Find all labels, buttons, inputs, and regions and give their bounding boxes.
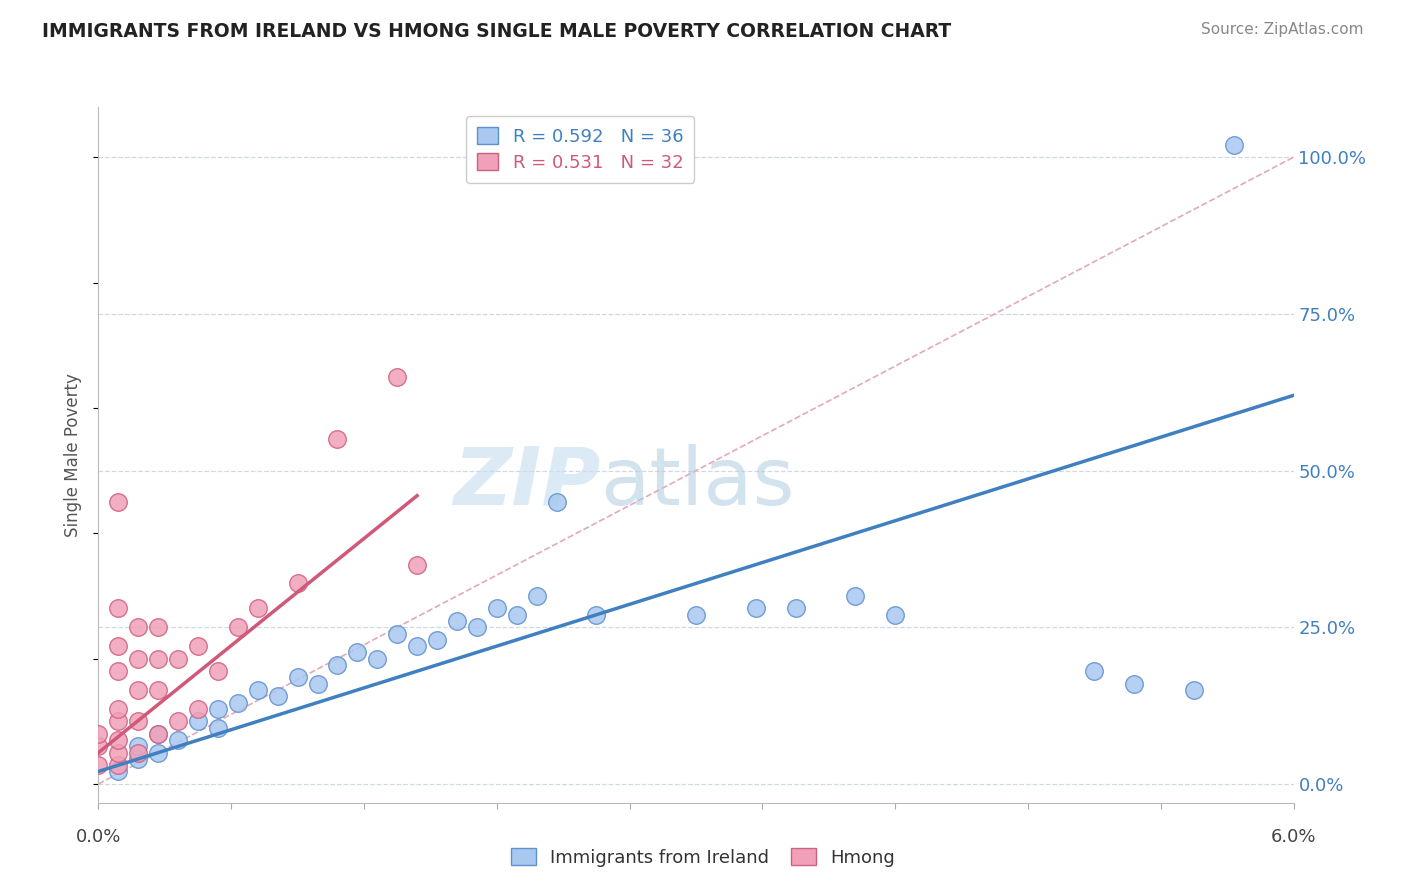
Point xyxy=(307,676,329,690)
Point xyxy=(287,576,309,591)
Point xyxy=(127,651,149,665)
Point xyxy=(127,739,149,754)
Point xyxy=(426,632,449,647)
Point xyxy=(485,601,508,615)
Point xyxy=(745,601,768,615)
Point xyxy=(148,620,170,634)
Point xyxy=(207,702,229,716)
Point xyxy=(127,620,149,634)
Point xyxy=(1123,676,1146,690)
Point xyxy=(107,495,129,509)
Point xyxy=(267,690,290,704)
Point xyxy=(585,607,607,622)
Point xyxy=(148,746,170,760)
Point xyxy=(526,589,548,603)
Legend: R = 0.592   N = 36, R = 0.531   N = 32: R = 0.592 N = 36, R = 0.531 N = 32 xyxy=(465,116,695,183)
Text: IMMIGRANTS FROM IRELAND VS HMONG SINGLE MALE POVERTY CORRELATION CHART: IMMIGRANTS FROM IRELAND VS HMONG SINGLE … xyxy=(42,22,952,41)
Point xyxy=(107,702,129,716)
Point xyxy=(1223,137,1246,152)
Point xyxy=(107,758,129,772)
Point xyxy=(167,733,190,747)
Point xyxy=(187,639,209,653)
Point xyxy=(187,714,209,729)
Point xyxy=(148,727,170,741)
Text: Source: ZipAtlas.com: Source: ZipAtlas.com xyxy=(1201,22,1364,37)
Point xyxy=(884,607,907,622)
Point xyxy=(844,589,866,603)
Point xyxy=(87,758,110,772)
Point xyxy=(207,721,229,735)
Text: 6.0%: 6.0% xyxy=(1271,828,1316,846)
Point xyxy=(207,664,229,678)
Point xyxy=(226,696,249,710)
Point xyxy=(107,714,129,729)
Point xyxy=(127,714,149,729)
Point xyxy=(246,683,269,698)
Point xyxy=(385,369,409,384)
Point xyxy=(246,601,269,615)
Point xyxy=(446,614,468,628)
Point xyxy=(406,558,429,572)
Point xyxy=(107,601,129,615)
Point xyxy=(127,746,149,760)
Point xyxy=(546,495,568,509)
Point xyxy=(785,601,807,615)
Point xyxy=(107,733,129,747)
Point xyxy=(287,670,309,684)
Point xyxy=(127,683,149,698)
Point xyxy=(87,727,110,741)
Text: 0.0%: 0.0% xyxy=(76,828,121,846)
Y-axis label: Single Male Poverty: Single Male Poverty xyxy=(65,373,83,537)
Point xyxy=(506,607,529,622)
Point xyxy=(326,432,349,446)
Point xyxy=(148,651,170,665)
Point xyxy=(187,702,209,716)
Point xyxy=(107,664,129,678)
Point xyxy=(685,607,707,622)
Point xyxy=(226,620,249,634)
Point xyxy=(127,752,149,766)
Legend: Immigrants from Ireland, Hmong: Immigrants from Ireland, Hmong xyxy=(503,841,903,874)
Point xyxy=(167,714,190,729)
Point xyxy=(1083,664,1105,678)
Point xyxy=(406,639,429,653)
Point xyxy=(107,764,129,779)
Point xyxy=(1182,683,1205,698)
Text: ZIP: ZIP xyxy=(453,443,600,522)
Point xyxy=(167,651,190,665)
Point xyxy=(385,626,409,640)
Point xyxy=(87,739,110,754)
Point xyxy=(107,639,129,653)
Point xyxy=(148,683,170,698)
Point xyxy=(346,645,368,659)
Text: atlas: atlas xyxy=(600,443,794,522)
Point xyxy=(107,746,129,760)
Point xyxy=(366,651,388,665)
Point xyxy=(148,727,170,741)
Point xyxy=(326,657,349,672)
Point xyxy=(465,620,488,634)
